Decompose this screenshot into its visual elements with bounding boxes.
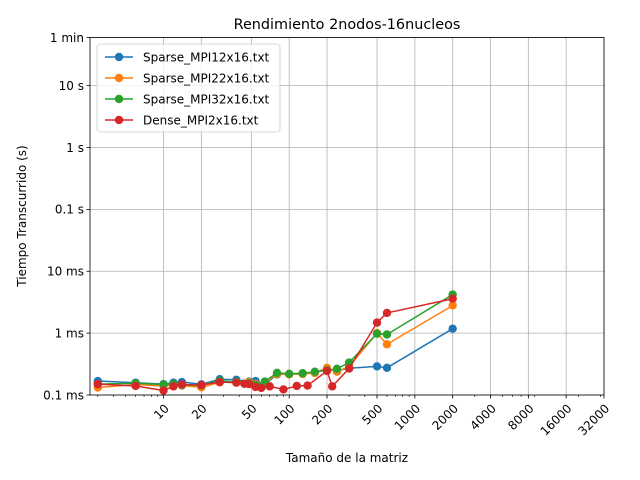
y-tick-label: 10 s [59, 79, 84, 93]
data-point [197, 380, 206, 390]
y-tick-label: 1 ms [55, 326, 84, 340]
y-axis-ticks: 0.1 ms 1 ms 10 ms 0.1 s 1 s 10 s 1 min [43, 31, 90, 402]
y-tick-label: 1 s [66, 141, 84, 155]
legend-swatch-marker [114, 52, 124, 62]
data-point [272, 368, 282, 378]
data-point [372, 362, 382, 371]
data-point [159, 386, 168, 395]
data-point [292, 381, 302, 391]
data-point [159, 380, 168, 389]
legend-swatch-marker [114, 73, 124, 83]
legend-label: Sparse_MPI32x16.txt [143, 92, 270, 106]
data-point [322, 366, 332, 376]
data-point [328, 382, 337, 391]
chart-title: Rendimiento 2nodos-16nucleos [234, 17, 461, 33]
data-point [382, 340, 392, 349]
data-point [382, 330, 392, 339]
legend-label: Sparse_MPI12x16.txt [143, 50, 270, 64]
data-point [257, 383, 266, 393]
plot-frame [89, 37, 605, 396]
data-point [279, 385, 288, 394]
legend-label: Dense_MPI2x16.txt [143, 113, 259, 127]
data-point [448, 324, 457, 333]
data-point [169, 382, 178, 391]
data-point [232, 378, 241, 387]
data-point [131, 381, 140, 391]
y-tick-label: 0.1 s [55, 203, 84, 217]
y-tick-label: 0.1 ms [43, 388, 84, 402]
legend-item: Dense_MPI2x16.txt [105, 113, 259, 127]
data-point [177, 380, 187, 389]
data-point [284, 369, 294, 379]
data-point [332, 364, 342, 374]
legend-item: Sparse_MPI32x16.txt [105, 92, 270, 106]
x-axis-title: Tamaño de la matriz [285, 451, 408, 465]
legend-box [96, 43, 281, 133]
legend-swatch-marker [114, 94, 124, 104]
data-point [448, 294, 457, 303]
y-tick-label: 1 min [50, 31, 84, 45]
y-tick-label: 10 ms [47, 265, 84, 279]
data-point [310, 367, 320, 376]
series-3 [93, 294, 457, 395]
data-point [448, 301, 457, 310]
y-axis-title: Tiempo Transcurrido (s) [15, 145, 29, 287]
data-point [382, 308, 392, 318]
data-point [303, 381, 312, 390]
legend: Sparse_MPI12x16.txt Sparse_MPI22x16.txt Sp… [96, 43, 281, 133]
data-point [93, 379, 103, 389]
legend-item: Sparse_MPI22x16.txt [105, 71, 270, 85]
legend-label: Sparse_MPI22x16.txt [143, 71, 270, 85]
data-point [372, 318, 382, 327]
legend-swatch-marker [114, 115, 124, 125]
legend-item: Sparse_MPI12x16.txt [105, 50, 270, 64]
series-layer [93, 290, 457, 395]
data-point [298, 369, 307, 378]
data-point [244, 379, 254, 389]
data-point [344, 364, 354, 373]
data-point [215, 377, 224, 387]
data-point [382, 363, 392, 373]
data-point [372, 329, 382, 338]
data-point [265, 382, 274, 391]
